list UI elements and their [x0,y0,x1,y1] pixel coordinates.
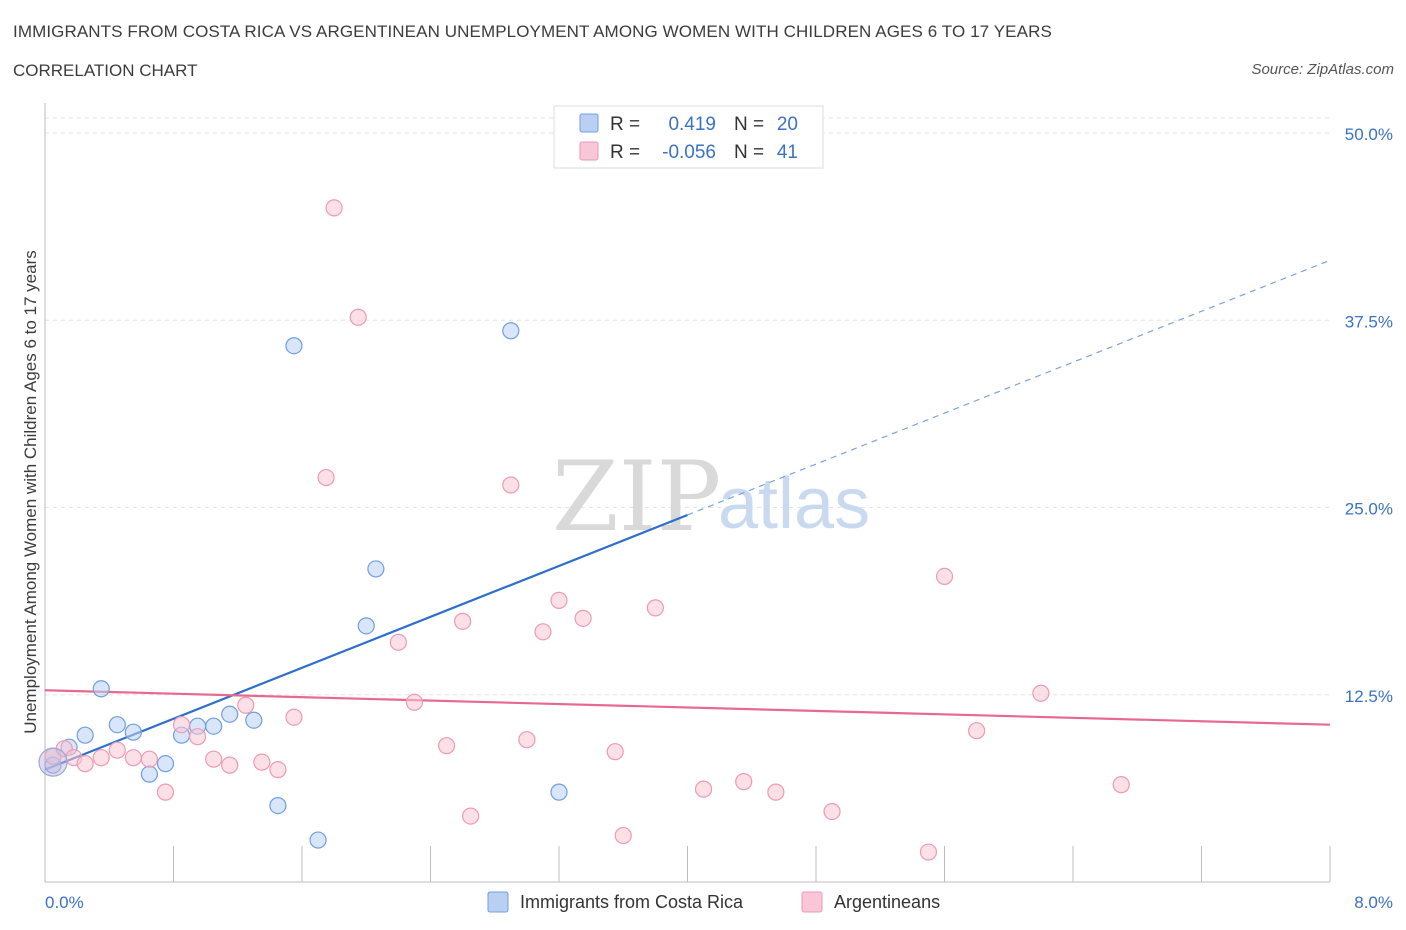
y-axis-label: Unemployment Among Women with Children A… [21,250,40,734]
argentineans-point-26 [518,731,536,749]
costa-rica-point-15 [309,831,327,849]
chart-source: Source: ZipAtlas.com [1251,61,1394,78]
y-tick-label-3: 50.0% [1345,125,1393,144]
argentineans-point-5 [108,741,126,759]
costa-rica-point-2 [76,726,94,744]
costa-rica-point-16 [357,617,375,635]
watermark-atlas: atlas [718,464,870,544]
legend-n-label-2: N = [734,142,764,163]
argentineans-point-3 [76,755,94,773]
argentineans-point-7 [140,750,159,768]
legend-box: R = 0.419 N = 20 R = -0.056 N = 41 [553,105,824,169]
argentineans-point-16 [285,708,303,726]
legend-n-value-1: 20 [777,114,798,135]
argentineans-point-19 [349,308,367,326]
argentineans-point-32 [646,599,664,617]
gridlines [45,117,1330,696]
argentineans-point-33 [694,780,713,798]
trend-line-costa-rica [44,513,688,771]
argentineans-point-30 [606,743,624,761]
bottom-legend-label-argentineans: Argentineans [834,892,940,912]
x-tick-labels: 0.0% 8.0% [45,893,1393,912]
argentineans-point-6 [124,749,142,767]
argentineans-point-13 [237,696,255,714]
bottom-legend: Immigrants from Costa Rica Argentineans [487,891,940,913]
legend-r-label-1: R = [610,114,640,135]
costa-rica-point-12 [245,711,263,729]
trend-lines [44,259,1331,771]
argentineans-point-8 [156,783,175,801]
argentineans-point-31 [614,826,632,845]
argentineans-point-27 [534,623,552,641]
y-tick-label-1: 25.0% [1345,500,1393,519]
data-points [38,199,1130,861]
costa-rica-point-17 [367,560,385,578]
argentineans-point-36 [823,802,841,821]
argentineans-point-17 [317,468,335,487]
argentineans-point-4 [92,749,110,767]
argentineans-point-18 [325,199,343,217]
legend-r-value-1: 0.419 [668,114,716,135]
argentineans-point-22 [437,737,456,755]
legend-swatch-argentineans [579,141,599,161]
argentineans-point-23 [454,612,472,630]
bottom-legend-swatch-argentineans [801,891,823,913]
costa-rica-point-3 [92,680,110,698]
argentineans-point-29 [574,609,592,627]
costa-rica-point-11 [221,705,239,723]
costa-rica-point-18 [502,322,520,340]
argentineans-point-15 [269,761,287,779]
trend-line-argentineans [44,689,1331,726]
legend-n-label-1: N = [734,114,764,135]
watermark: ZIP atlas [552,441,870,553]
chart-subtitle: CORRELATION CHART [13,61,198,80]
costa-rica-point-7 [156,755,175,773]
argentineans-point-10 [188,728,207,746]
chart-title: IMMIGRANTS FROM COSTA RICA VS ARGENTINEA… [13,22,1052,41]
costa-rica-point-6 [140,765,159,783]
argentineans-point-39 [968,722,986,740]
legend-swatch-costa-rica [579,113,599,133]
argentineans-point-35 [767,783,785,801]
costa-rica-point-10 [205,717,223,735]
argentineans-point-40 [1032,684,1050,702]
argentineans-point-28 [550,591,568,609]
legend-r-value-2: -0.056 [662,142,716,163]
costa-rica-point-4 [108,716,126,734]
argentineans-point-37 [919,843,938,861]
argentineans-point-20 [389,633,407,651]
argentineans-point-21 [405,693,424,711]
y-tick-label-0: 12.5% [1345,687,1393,706]
x-tick-label-min: 0.0% [45,893,84,912]
argentineans-point-38 [935,567,954,586]
y-tick-label-2: 37.5% [1345,312,1393,331]
legend-r-label-2: R = [610,142,640,163]
argentineans-point-9 [172,716,191,734]
argentineans-point-24 [462,807,480,825]
costa-rica-point-19 [550,783,568,801]
costa-rica-point-5 [124,723,142,741]
y-tick-labels: 12.5% 25.0% 37.5% 50.0% [1345,125,1393,706]
argentineans-point-34 [735,773,753,791]
cluster-point-origin [38,747,68,777]
costa-rica-point-14 [285,337,303,355]
costa-rica-point-13 [269,797,287,815]
x-tick-label-max: 8.0% [1354,893,1393,912]
argentineans-point-14 [253,753,271,771]
legend-n-value-2: 41 [777,142,798,163]
trend-line-costa-rica-extension [687,259,1331,516]
argentineans-point-41 [1112,776,1130,794]
bottom-legend-label-costa-rica: Immigrants from Costa Rica [520,892,744,912]
bottom-legend-swatch-costa-rica [487,891,509,913]
argentineans-point-12 [221,756,239,774]
argentineans-point-11 [205,750,223,768]
axes [44,103,1331,883]
argentineans-point-25 [502,476,520,494]
